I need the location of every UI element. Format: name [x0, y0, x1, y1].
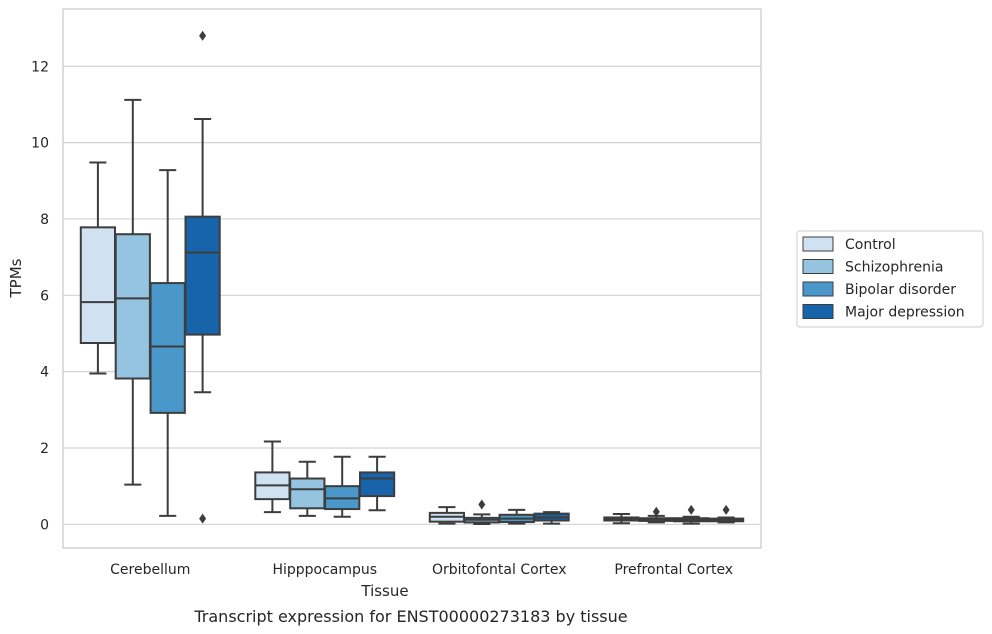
box-bipolar-disorder	[498, 508, 535, 525]
legend-swatch	[802, 304, 834, 319]
legend-label: Bipolar disorder	[845, 282, 956, 298]
box-schizophrenia	[114, 98, 151, 486]
x-axis-label: Tissue	[360, 582, 408, 600]
box-iqr	[149, 282, 186, 414]
chart-caption: Transcript expression for ENST0000027318…	[193, 607, 627, 626]
box-major-depression	[533, 511, 570, 525]
outlier-point	[687, 504, 695, 515]
box-plot-area	[79, 30, 745, 525]
legend-swatch	[802, 236, 834, 252]
box-bipolar-disorder	[673, 504, 710, 525]
box-control	[428, 506, 466, 525]
box-bipolar-disorder	[149, 169, 186, 517]
y-tick-labels: 0 2 4 6 8 10 12	[31, 59, 49, 533]
box-control	[254, 440, 291, 514]
box-iqr	[184, 215, 221, 336]
legend-label: Control	[845, 237, 896, 253]
box-control	[603, 513, 640, 525]
outlier-point	[199, 30, 207, 41]
box-iqr	[114, 233, 151, 380]
x-tick-labels: Cerebellum Hipppocampus Orbitofontal Corte…	[110, 562, 733, 578]
box-major-depression	[358, 455, 396, 512]
box-schizophrenia	[289, 460, 326, 517]
box-schizophrenia	[638, 506, 675, 524]
box-iqr	[289, 477, 326, 510]
y-tick-label: 12	[31, 59, 49, 75]
outlier-point	[478, 499, 486, 510]
legend-label: Major depression	[845, 305, 965, 321]
x-tick-label: Orbitofontal Cortex	[432, 562, 567, 578]
plot-frame	[62, 8, 762, 549]
x-tick-label: Prefrontal Cortex	[614, 562, 733, 578]
legend-label: Schizophrenia	[845, 260, 943, 276]
box-major-depression	[184, 30, 221, 524]
y-tick-label: 2	[40, 441, 49, 457]
box-bipolar-disorder	[324, 455, 361, 518]
outlier-point	[652, 506, 660, 517]
y-axis-label: TPMs	[7, 258, 25, 298]
legend-swatch	[802, 259, 834, 274]
y-tick-label: 0	[40, 517, 49, 533]
outlier-point	[722, 504, 730, 515]
box-major-depression	[707, 504, 745, 524]
box-control	[79, 161, 117, 375]
legend: Control Schizophrenia Bipolar disorder Majo…	[796, 230, 984, 328]
y-tick-label: 6	[40, 288, 49, 304]
y-tick-label: 8	[40, 212, 49, 228]
x-tick-label: Hipppocampus	[272, 562, 377, 578]
legend-frame	[796, 230, 984, 328]
x-tick-label: Cerebellum	[110, 562, 190, 578]
outlier-point	[199, 513, 207, 524]
box-schizophrenia	[463, 499, 500, 525]
box-iqr	[79, 226, 117, 345]
y-tick-label: 10	[31, 136, 49, 152]
legend-swatch	[802, 281, 834, 297]
y-tick-label: 4	[40, 365, 49, 381]
box-iqr	[358, 471, 396, 498]
